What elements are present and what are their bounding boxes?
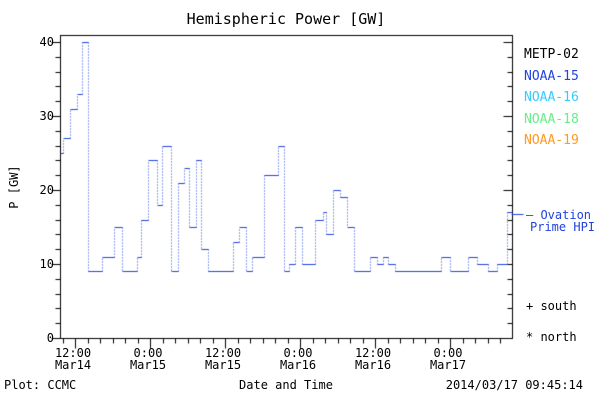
legend-item-noaa-16: NOAA-16: [524, 90, 579, 105]
y-tick-label-10: 10: [39, 257, 54, 271]
legend-item-noaa-19: NOAA-19: [524, 133, 579, 148]
legend-item-metp-02: METP-02: [524, 47, 579, 62]
x-tick-time: 0:00: [283, 346, 313, 360]
x-tick-date: Mar16: [279, 358, 317, 372]
legend-item-noaa-15: NOAA-15: [524, 68, 579, 84]
x-tick-time: 12:00: [204, 346, 242, 360]
x-tick-date: Mar15: [129, 358, 167, 372]
south-marker-label: + south: [526, 299, 577, 313]
y-tick-label-40: 40: [39, 35, 54, 49]
x-tick-time: 12:00: [354, 346, 392, 360]
legend-item-noaa-18: NOAA-18: [524, 111, 579, 127]
y-tick-label-30: 30: [39, 109, 54, 123]
y-tick-label-20: 20: [39, 183, 54, 197]
ovation-label-line1: — Ovation: [526, 208, 592, 222]
x-tick-date: Mar16: [354, 358, 392, 372]
chart-title: Hemispheric Power [GW]: [186, 10, 386, 28]
ovation-label-line2: Prime HPI: [530, 220, 596, 234]
x-tick-date: Mar14: [54, 358, 92, 372]
y-tick-label-0: 0: [46, 331, 54, 345]
y-axis-label: P [GW]: [7, 165, 21, 209]
x-axis-title: Date and Time: [239, 378, 333, 392]
x-tick-time: 12:00: [54, 346, 92, 360]
x-tick-time: 0:00: [133, 346, 163, 360]
x-tick-time: 0:00: [433, 346, 463, 360]
x-tick-date: Mar15: [204, 358, 242, 372]
timestamp: 2014/03/17 09:45:14: [445, 378, 583, 392]
x-tick-date: Mar17: [429, 358, 467, 372]
north-marker-label: * north: [526, 330, 577, 344]
plot-credit: Plot: CCMC: [4, 378, 77, 392]
